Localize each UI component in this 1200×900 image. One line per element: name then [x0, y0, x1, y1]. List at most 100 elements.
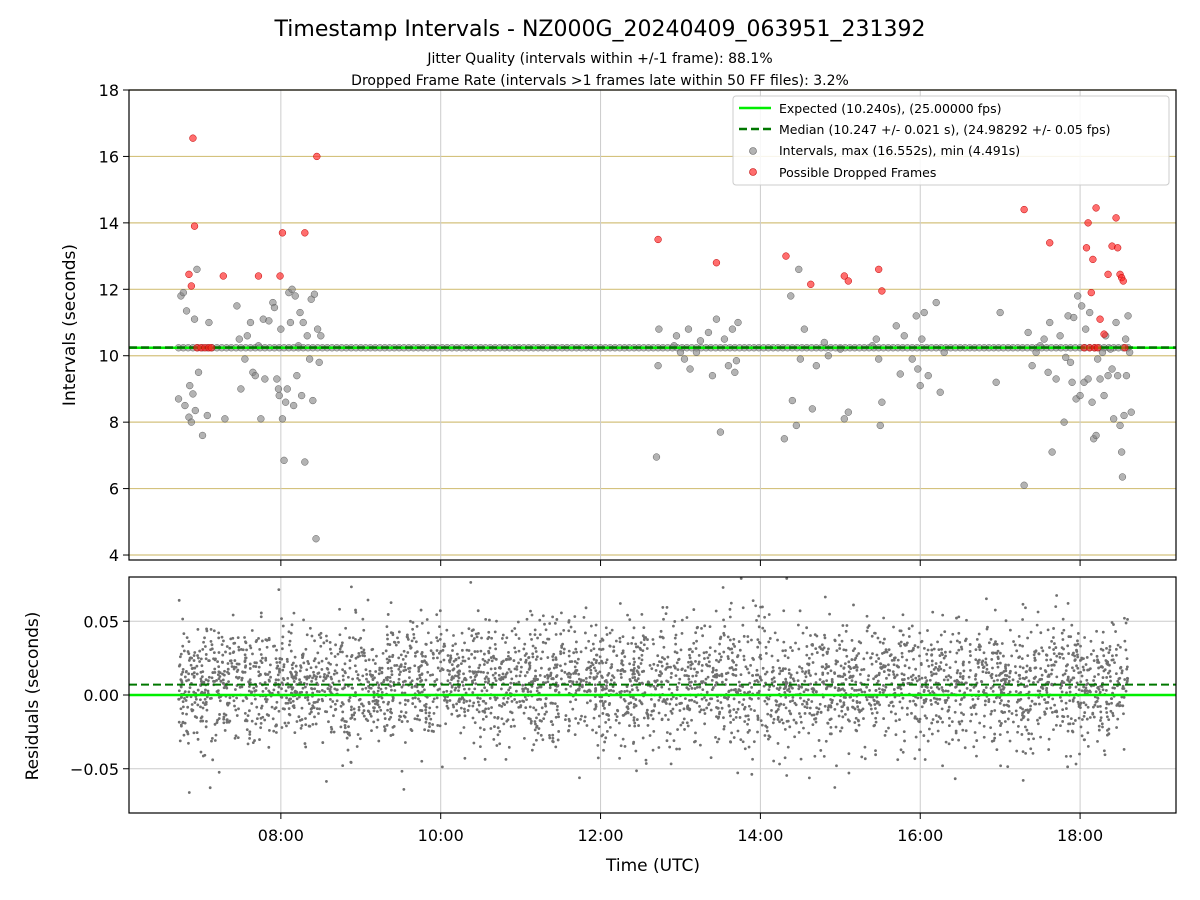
residual-point	[1078, 703, 1082, 707]
residual-point	[272, 688, 276, 692]
residual-point	[269, 675, 272, 679]
residual-point	[474, 682, 478, 686]
residual-point	[440, 765, 444, 769]
residual-point	[887, 673, 891, 677]
residual-point	[1000, 679, 1003, 682]
residual-point	[382, 680, 385, 684]
residual-point	[428, 706, 432, 710]
residual-point	[715, 715, 718, 719]
residual-point	[801, 702, 804, 706]
residual-point	[473, 650, 477, 653]
residual-point	[794, 703, 798, 707]
residual-point	[857, 708, 861, 712]
residual-point	[182, 733, 186, 737]
residual-point	[646, 638, 649, 641]
intervals-y-tick-label: 18	[99, 81, 119, 100]
residual-point	[236, 676, 240, 680]
residual-point	[744, 714, 748, 718]
residual-point	[806, 662, 809, 666]
residual-point	[1108, 669, 1112, 673]
residual-point	[1040, 673, 1044, 677]
residual-point	[625, 685, 629, 688]
residual-point	[1060, 699, 1063, 703]
residual-point	[453, 674, 457, 678]
residual-point	[270, 705, 274, 709]
residual-point	[225, 718, 229, 722]
residual-point	[494, 679, 498, 683]
residual-point	[356, 733, 360, 736]
residual-point	[243, 653, 247, 657]
residual-point	[759, 719, 763, 723]
residual-point	[743, 747, 747, 751]
residual-point	[258, 682, 262, 685]
residual-point	[997, 685, 1001, 689]
residual-point	[802, 699, 806, 703]
residual-point	[887, 704, 891, 707]
residual-point	[187, 741, 190, 745]
residual-point	[908, 699, 912, 703]
residual-point	[573, 660, 577, 663]
residual-point	[574, 689, 578, 693]
residual-point	[746, 714, 750, 718]
residual-point	[1101, 665, 1104, 669]
residual-point	[405, 633, 409, 637]
residual-point	[778, 762, 781, 766]
residual-point	[762, 684, 766, 688]
residual-point	[672, 624, 675, 628]
residual-point	[302, 661, 306, 665]
residual-point	[402, 683, 405, 687]
residual-point	[1074, 685, 1078, 689]
residual-point	[192, 731, 196, 735]
residual-point	[575, 650, 578, 654]
residual-point	[277, 685, 281, 689]
residual-point	[742, 658, 746, 662]
residual-point	[747, 671, 751, 675]
residual-point	[365, 677, 368, 681]
residual-point	[969, 669, 972, 672]
residual-point	[500, 704, 504, 708]
residual-point	[493, 676, 497, 680]
residual-point	[720, 706, 724, 710]
residual-point	[575, 680, 579, 684]
residual-point	[894, 712, 898, 716]
residual-point	[548, 686, 552, 690]
interval-point	[728, 325, 737, 333]
residual-point	[244, 664, 248, 668]
residual-point	[772, 759, 776, 763]
dropped-frame-point	[844, 277, 852, 285]
residual-point	[475, 673, 478, 677]
residual-point	[850, 687, 854, 690]
residual-point	[354, 637, 357, 641]
residual-point	[721, 680, 724, 684]
residual-point	[320, 689, 324, 692]
residual-point	[335, 699, 339, 703]
residual-point	[929, 699, 933, 702]
residual-point	[1123, 639, 1127, 643]
residual-point	[318, 690, 321, 694]
residual-point	[656, 654, 660, 658]
residual-point	[230, 661, 234, 665]
residual-point	[267, 745, 271, 749]
residual-point	[1047, 737, 1051, 741]
residual-point	[697, 662, 701, 666]
residual-point	[552, 666, 556, 670]
residual-point	[550, 720, 554, 723]
residual-point	[333, 669, 337, 673]
residual-point	[378, 705, 381, 709]
residual-point	[285, 696, 288, 700]
residual-point	[1003, 720, 1007, 723]
residual-point	[905, 706, 909, 710]
residual-point	[687, 677, 691, 681]
residual-point	[359, 646, 363, 650]
residual-point	[678, 709, 682, 712]
residual-point	[190, 656, 194, 660]
interval-point	[1024, 328, 1032, 337]
residual-point	[833, 671, 836, 675]
residual-point	[821, 695, 825, 699]
residual-point	[1021, 707, 1024, 711]
residual-point	[203, 636, 206, 640]
residual-point	[379, 687, 383, 691]
residual-point	[960, 698, 963, 702]
residual-point	[1038, 702, 1041, 706]
residual-point	[851, 705, 854, 709]
